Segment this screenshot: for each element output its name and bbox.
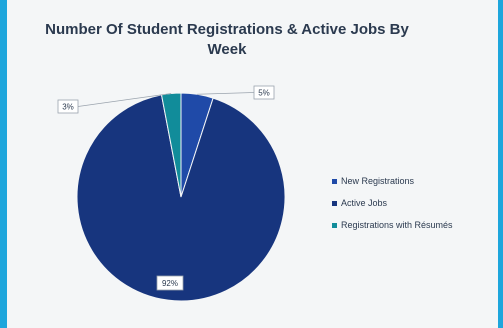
leader-line [77, 93, 172, 107]
data-label: 5% [258, 89, 270, 98]
legend-label: Active Jobs [341, 198, 388, 208]
pie-slice-active-jobs [76, 94, 286, 302]
data-label: 92% [162, 279, 178, 288]
legend-label: Registrations with Résumés [341, 220, 453, 230]
legend-item-active-jobs: Active Jobs [332, 194, 453, 212]
data-label-box [57, 99, 79, 114]
leader-line [197, 92, 255, 95]
legend-swatch [332, 200, 337, 206]
legend-swatch [332, 178, 337, 184]
legend-label: New Registrations [341, 176, 415, 186]
data-label-box [253, 85, 275, 100]
data-label-box [156, 275, 184, 291]
pie-plot: 5% 92% 3% [57, 85, 286, 302]
chart-legend: New Registrations Active Jobs Registrati… [332, 172, 453, 238]
chart-frame: Number Of Student Registrations & Active… [7, 0, 498, 328]
legend-swatch [332, 222, 337, 228]
chart-title: Number Of Student Registrations & Active… [45, 21, 409, 58]
data-label: 3% [62, 103, 74, 112]
legend-item-registrations-with-resumes: Registrations with Résumés [332, 216, 453, 234]
legend-item-new-registrations: New Registrations [332, 172, 453, 190]
